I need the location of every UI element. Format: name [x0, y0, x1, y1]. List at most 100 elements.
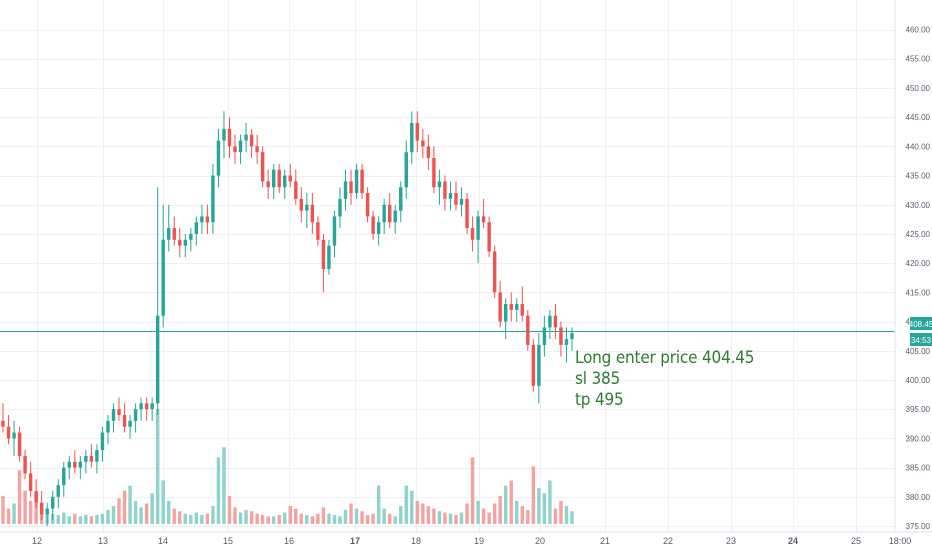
y-tick-label: 420.00	[906, 259, 931, 268]
candle-body	[448, 193, 453, 199]
y-tick-label: 385.00	[906, 464, 931, 473]
candle-body	[266, 181, 270, 188]
candle-body	[205, 216, 210, 223]
candle-body	[542, 327, 547, 345]
candle-body	[122, 415, 127, 427]
candle-body	[23, 455, 27, 474]
volume-bar	[310, 516, 315, 524]
volume-bar	[371, 513, 375, 524]
candle-body	[526, 315, 530, 345]
volume-bar	[172, 508, 176, 524]
candle-body	[51, 496, 55, 509]
candle-body	[178, 239, 182, 246]
y-tick-label: 405.00	[906, 347, 931, 356]
candle-body	[399, 187, 403, 211]
volume-bar	[421, 503, 425, 524]
candle-body	[12, 432, 16, 439]
candle-body	[459, 198, 464, 205]
trade-annotation: Long enter price 404.45 sl 385 tp 495	[575, 348, 755, 411]
volume-bar	[128, 485, 132, 524]
candle-body	[6, 426, 11, 439]
volume-bar	[459, 512, 464, 524]
volume-bar	[144, 503, 149, 524]
volume-bar	[404, 485, 408, 524]
volume-bar	[12, 503, 16, 524]
price-axis: 375.00 380.00 385.00 390.00 395.00 400.00 405.…	[894, 0, 932, 532]
volume-bar	[454, 515, 458, 524]
candle-body	[294, 181, 298, 199]
x-tick-label: 18:00	[889, 536, 912, 546]
volume-bar	[233, 507, 237, 524]
candle-body	[271, 169, 276, 188]
volume-bar	[382, 508, 386, 524]
candle-body	[200, 216, 204, 223]
candle-body	[371, 216, 375, 234]
volume-bar	[399, 506, 403, 524]
time-axis: 12 13 14 15 16 17 18 19 20 21 22 23 24 25 18:00	[0, 531, 932, 550]
candle-body	[305, 204, 309, 211]
candle-body	[95, 450, 99, 462]
volume-bar	[570, 511, 574, 524]
candle-body	[172, 228, 176, 240]
candle-body	[421, 140, 425, 147]
volume-bar	[476, 500, 480, 524]
x-tick-label: 20	[535, 536, 545, 546]
candle-body	[570, 333, 574, 340]
candle-body	[387, 204, 392, 223]
candle-body	[288, 175, 292, 182]
volume-bar	[448, 513, 453, 524]
candle-body	[338, 198, 342, 217]
x-tick-label: 14	[158, 536, 168, 546]
volume-bar	[387, 513, 392, 524]
volume-bar	[211, 506, 215, 524]
candle-body	[321, 239, 326, 269]
volume-bar	[515, 500, 519, 524]
candle-body	[28, 473, 33, 491]
x-tick-label: 25	[851, 536, 861, 546]
volume-bar	[360, 511, 364, 524]
candle-body	[277, 169, 281, 188]
annotation-stop-loss: sl 385	[575, 369, 621, 389]
volume-bar	[537, 488, 541, 524]
volume-bar	[89, 516, 94, 524]
candle-body	[194, 222, 199, 234]
candles	[1, 111, 574, 526]
candle-body	[39, 502, 44, 515]
candle-body	[144, 403, 149, 410]
volume-bar	[437, 511, 442, 524]
x-tick-label: 15	[223, 536, 233, 546]
volume-bar	[161, 480, 165, 524]
candle-body	[316, 222, 320, 240]
candle-body	[84, 455, 88, 462]
volume-bar	[6, 508, 11, 524]
volume-bar	[365, 515, 370, 524]
candle-body	[432, 158, 436, 188]
volume-bar	[426, 506, 431, 524]
candle-body	[73, 461, 77, 468]
y-tick-label: 430.00	[906, 201, 931, 210]
volume-bar	[277, 515, 281, 524]
volume-bar	[155, 408, 160, 524]
volume-bar	[294, 508, 298, 524]
candle-body	[67, 461, 72, 468]
candle-body	[111, 409, 116, 421]
candle-body	[249, 134, 254, 147]
volume-bar	[503, 485, 508, 524]
volume-bar	[299, 513, 304, 524]
volume-bar	[354, 508, 359, 524]
candle-body	[227, 128, 232, 147]
volume-bar	[167, 500, 171, 524]
candle-body	[376, 222, 381, 234]
volume-bar	[443, 512, 447, 524]
countdown-label: 34:53	[910, 333, 932, 346]
volume-bar	[100, 513, 105, 524]
candle-body	[465, 198, 469, 229]
volume-bar	[316, 513, 320, 524]
y-tick-label: 435.00	[906, 172, 931, 181]
volume-bar	[520, 506, 524, 524]
volume-bar	[553, 508, 558, 524]
candle-body	[537, 344, 541, 386]
candle-body	[56, 485, 60, 497]
candle-body	[487, 222, 491, 252]
volume-bar	[343, 509, 348, 524]
